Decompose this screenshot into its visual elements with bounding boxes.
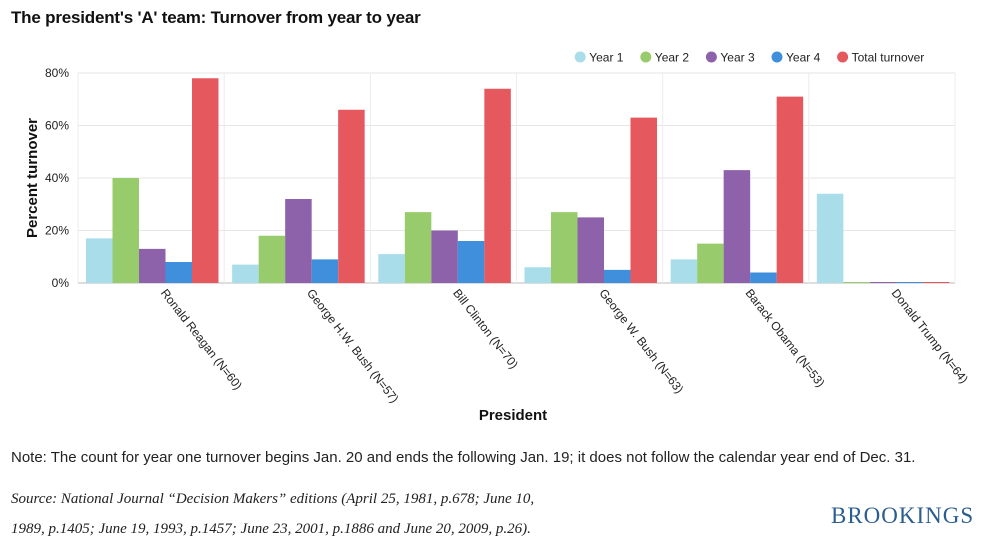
bar-year-4-donald-trump-n-64: [896, 282, 923, 283]
legend-label: Year 4: [786, 51, 821, 65]
legend-label: Year 3: [720, 51, 755, 65]
bar-total-turnover-ronald-reagan-n-60: [192, 78, 219, 283]
bar-year-4-george-h-w-bush-n-57: [311, 259, 339, 283]
bar-year-1-george-w-bush-n-63: [524, 267, 551, 283]
legend-swatch: [640, 51, 652, 63]
brookings-logo: BROOKINGS: [831, 503, 975, 528]
legend-label: Year 1: [589, 51, 624, 65]
bar-year-4-ronald-reagan-n-60: [165, 262, 192, 283]
x-tick-label: George H.W. Bush (N=57): [304, 286, 401, 405]
y-tick-label: 20%: [45, 224, 69, 238]
bar-year-3-ronald-reagan-n-60: [139, 248, 166, 283]
bar-year-3-george-w-bush-n-63: [577, 217, 604, 283]
legend-item-year-3: Year 3: [705, 51, 755, 65]
legend-label: Year 2: [655, 51, 690, 65]
bar-year-3-george-h-w-bush-n-57: [285, 199, 312, 283]
bar-year-4-barack-obama-n-53: [750, 272, 777, 283]
legend-item-year-1: Year 1: [574, 51, 624, 65]
y-tick-label: 40%: [45, 171, 69, 185]
bar-year-3-barack-obama-n-53: [723, 170, 751, 283]
legend-label: Total turnover: [852, 51, 925, 65]
x-tick-label: Ronald Reagan (N=60): [158, 286, 245, 392]
bar-total-turnover-donald-trump-n-64: [922, 282, 950, 283]
x-tick-label: Barack Obama (N=53): [743, 286, 828, 389]
y-tick-label: 80%: [45, 66, 69, 80]
source-line-1: Source: National Journal “Decision Maker…: [11, 491, 535, 507]
x-axis: Ronald Reagan (N=60) George H.W. Bush (N=…: [158, 286, 971, 405]
bar-year-1-bill-clinton-n-70: [378, 254, 405, 283]
chart-bars: [86, 78, 950, 283]
bar-year-2-barack-obama-n-53: [697, 243, 724, 283]
y-axis: 0% 20% 40% 60% 80%: [45, 66, 69, 290]
legend-item-year-2: Year 2: [640, 51, 689, 65]
bar-year-3-bill-clinton-n-70: [431, 230, 458, 283]
bar-year-4-bill-clinton-n-70: [457, 241, 485, 283]
legend-swatch: [574, 51, 586, 63]
chart-legend: Year 1 Year 2 Year 3 Year 4 Total turnover: [574, 51, 924, 65]
bar-year-1-donald-trump-n-64: [816, 193, 844, 283]
y-tick-label: 0%: [52, 276, 70, 290]
legend-swatch: [837, 51, 849, 63]
bar-year-2-donald-trump-n-64: [843, 282, 870, 283]
bar-total-turnover-barack-obama-n-53: [776, 96, 804, 283]
chart-title: The president's 'A' team: Turnover from …: [11, 8, 421, 27]
y-axis-label: Percent turnover: [24, 118, 41, 238]
x-tick-label: Bill Clinton (N=70): [450, 286, 521, 371]
chart-grid: [77, 72, 956, 284]
bar-year-2-george-h-w-bush-n-57: [258, 235, 286, 283]
bar-year-1-george-h-w-bush-n-57: [232, 264, 259, 283]
bar-chart: Year 1 Year 2 Year 3 Year 4 Total turnover 0…: [24, 51, 971, 425]
x-tick-label: George W. Bush (N=63): [596, 286, 686, 396]
bar-year-4-george-w-bush-n-63: [604, 269, 631, 283]
bar-total-turnover-george-w-bush-n-63: [630, 117, 657, 283]
bar-total-turnover-george-h-w-bush-n-57: [338, 109, 365, 283]
legend-swatch: [705, 51, 717, 63]
bar-year-2-ronald-reagan-n-60: [112, 178, 139, 283]
chart-note: Note: The count for year one turnover be…: [11, 449, 916, 466]
legend-item-year-4: Year 4: [771, 51, 821, 65]
legend-item-total-turnover: Total turnover: [837, 51, 924, 65]
source-line-2: 1989, p.1405; June 19, 1993, p.1457; Jun…: [11, 521, 531, 537]
bar-year-2-bill-clinton-n-70: [404, 212, 432, 283]
bar-year-1-barack-obama-n-53: [670, 259, 698, 283]
bar-total-turnover-bill-clinton-n-70: [484, 88, 511, 283]
bar-year-2-george-w-bush-n-63: [551, 212, 578, 283]
bar-year-1-ronald-reagan-n-60: [86, 238, 113, 283]
y-tick-label: 60%: [45, 119, 69, 133]
legend-swatch: [771, 51, 783, 63]
x-axis-label: President: [479, 407, 547, 424]
x-tick-label: Donald Trump (N=64): [889, 286, 971, 386]
bar-year-3-donald-trump-n-64: [869, 282, 897, 283]
